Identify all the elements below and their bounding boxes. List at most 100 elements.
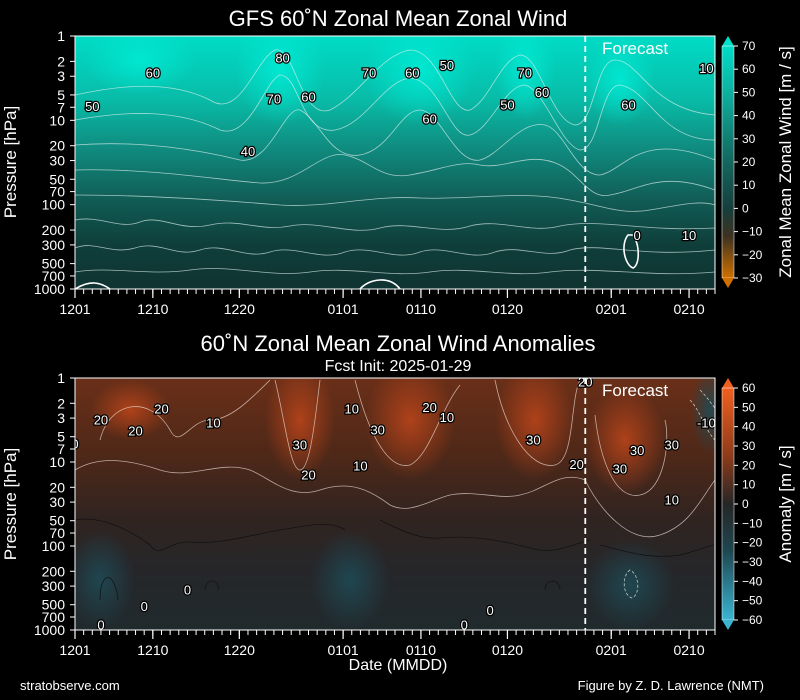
panel2-subtitle: Fcst Init: 2025-01-29 (325, 358, 472, 375)
y-tick-label: 700 (42, 268, 66, 284)
panel1-ylabel: Pressure [hPa] (1, 106, 20, 218)
panel1-jet-core (365, 36, 475, 125)
y-tick-label: 20 (49, 138, 65, 154)
contour-label: 0 (97, 617, 104, 632)
x-tick-label: 1201 (59, 642, 90, 658)
panel2-anomaly-negative (75, 530, 135, 630)
contour-label: 60 (621, 98, 635, 113)
colorbar-tick-label: 70 (742, 39, 756, 53)
contour-label: 30 (526, 433, 540, 448)
y-tick-label: 100 (42, 197, 66, 213)
contour-label: 60 (146, 65, 160, 80)
contour-label: 30 (613, 462, 627, 477)
panel2-ylabel: Pressure [hPa] (1, 448, 20, 560)
panel1-contours (75, 49, 715, 289)
x-tick-label: 0210 (673, 301, 704, 317)
contour-label: 70 (517, 65, 531, 80)
panel2-plot: 202020103020103010201030202030303010-100… (75, 378, 716, 632)
panel1-colorbar-bottom-arrow (722, 278, 734, 288)
contour-label: 0 (487, 603, 494, 618)
contour-label: 10 (682, 228, 696, 243)
panel2-colorbar-bottom-arrow (722, 620, 734, 630)
colorbar-tick-label: 40 (742, 420, 756, 434)
x-tick-label: 0101 (328, 642, 359, 658)
colorbar-tick-label: −20 (742, 536, 763, 550)
x-tick-label: 1201 (59, 301, 90, 317)
x-tick-label: 1210 (137, 301, 168, 317)
y-tick-label: 7 (57, 99, 65, 115)
y-tick-label: 200 (42, 222, 66, 238)
colorbar-tick-label: −60 (742, 613, 763, 627)
contour-label: 30 (665, 438, 679, 453)
panel1-colorbar-ticks: 70 60 50 40 30 20 10 0 −10 −20 −30 (734, 39, 763, 285)
colorbar-tick-label: −10 (742, 225, 763, 239)
contour-label: -10 (697, 416, 716, 431)
panel2-anomaly-negative (310, 530, 390, 630)
panel2-anomaly-core (585, 385, 665, 495)
y-tick-label: 500 (42, 597, 66, 613)
x-tick-label: 0110 (406, 642, 436, 658)
contour-label: 30 (630, 443, 644, 458)
panel1-jet-core (85, 36, 195, 95)
colorbar-tick-label: 20 (742, 458, 756, 472)
panel2-colorbar-ticks: 60 50 40 30 20 10 0 −10 −20 −30 −40 −50 −60 (734, 381, 763, 627)
contour-label: 60 (535, 85, 549, 100)
panel1-colorbar: 70 60 50 40 30 20 10 0 −10 −20 −30 Zonal Mean Zona… (721, 36, 795, 288)
x-tick-label: 0201 (596, 642, 627, 658)
colorbar-tick-label: 60 (742, 62, 756, 76)
contour-label: 10 (440, 410, 454, 425)
colorbar-tick-label: 60 (742, 381, 756, 395)
colorbar-tick-label: 0 (742, 201, 749, 215)
x-tick-label: 1210 (137, 642, 168, 658)
y-tick-label: 10 (49, 112, 65, 128)
x-tick-label: 1220 (224, 642, 255, 658)
panel1-colorbar-top-arrow (722, 36, 734, 46)
contour-label: 60 (422, 111, 436, 126)
contour-label: 10 (345, 401, 359, 416)
contour-label: 60 (405, 65, 419, 80)
contour-label: 50 (500, 98, 514, 113)
x-tick-label: 0120 (492, 642, 523, 658)
y-tick-label: 30 (49, 494, 65, 510)
y-tick-label: 5 (57, 429, 65, 445)
colorbar-tick-label: 30 (742, 439, 756, 453)
panel1-jet-core (495, 36, 555, 120)
contour-label: 70 (362, 65, 376, 80)
contour-label: 60 (301, 89, 315, 104)
panel2-xlabel: Date (MMDD) (349, 657, 448, 674)
panel2-anomaly-core (90, 380, 170, 440)
panel1-jet-core (235, 36, 325, 125)
contour-label: 20 (422, 400, 436, 415)
contour-label: 20 (569, 457, 583, 472)
contour-label: 0 (461, 617, 468, 632)
panel2-contour-labels: 202020103020103010201030202030303010-100… (75, 378, 716, 632)
panel1-colorbar-scale (721, 45, 735, 279)
panel1-x-axis: 1201 1210 1220 0101 0110 0120 0201 0210 (59, 289, 716, 317)
panel2-colorbar-label: Anomaly [m / s] (776, 445, 795, 562)
panel2-contours (75, 379, 715, 601)
y-tick-label: 1000 (34, 622, 65, 638)
x-tick-label: 1220 (224, 301, 255, 317)
y-tick-label: 7 (57, 441, 65, 457)
panel2-forecast-label: Forecast (602, 381, 668, 400)
panel2-colorbar: 60 50 40 30 20 10 0 −10 −20 −30 −40 −50 −60 Anomaly … (721, 378, 795, 630)
panel2-colorbar-scale (721, 387, 735, 621)
y-tick-label: 100 (42, 538, 66, 554)
contour-label: 0 (634, 228, 641, 243)
colorbar-tick-label: 10 (742, 478, 756, 492)
y-tick-label: 200 (42, 563, 66, 579)
colorbar-tick-label: −20 (742, 248, 763, 262)
y-tick-label: 70 (49, 184, 65, 200)
contour-label: 10 (699, 61, 713, 76)
contour-label: 20 (154, 401, 168, 416)
panel1-forecast-label: Forecast (602, 39, 668, 58)
y-tick-label: 70 (49, 525, 65, 541)
footer-credit: Figure by Z. D. Lawrence (NMT) (578, 678, 764, 693)
panel2-title: 60˚N Zonal Mean Zonal Wind Anomalies (201, 331, 596, 356)
contour-label: 10 (206, 416, 220, 431)
panel2-anomaly-negative (585, 540, 675, 630)
contour-label: 20 (301, 467, 315, 482)
y-tick-label: 300 (42, 237, 66, 253)
contour-label: 80 (275, 51, 289, 66)
contour-label: 30 (293, 438, 307, 453)
